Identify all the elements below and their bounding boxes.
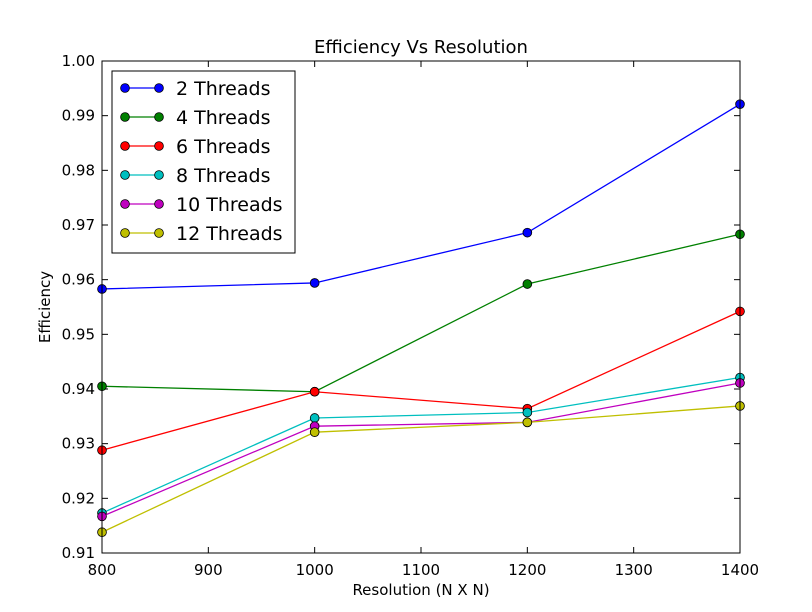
- x-axis-title: Resolution (N X N): [352, 581, 489, 599]
- x-tick-label: 800: [88, 561, 117, 579]
- series-1: [97, 99, 745, 294]
- legend-box: [111, 70, 296, 254]
- x-tick-label: 1300: [615, 561, 653, 579]
- data-point: [309, 278, 320, 288]
- series-line: [101, 376, 741, 514]
- data-point: [522, 407, 533, 418]
- data-point: [309, 427, 320, 437]
- y-tick-label: 0.91: [62, 544, 95, 562]
- data-point: [522, 227, 533, 238]
- legend-marker: [120, 199, 130, 209]
- legend-label: 12 Threads: [176, 223, 283, 245]
- y-tick-label: 0.97: [62, 216, 95, 234]
- legend-label: 4 Threads: [176, 107, 270, 129]
- data-point: [522, 417, 533, 428]
- y-tick-label: 0.98: [62, 161, 95, 179]
- x-tick-label: 900: [194, 561, 223, 579]
- legend-label: 10 Threads: [176, 194, 283, 216]
- series-layer: [97, 99, 745, 538]
- legend-marker: [154, 83, 164, 93]
- y-tick-label: 0.96: [62, 271, 95, 289]
- y-tick-label: 0.93: [62, 435, 95, 453]
- legend-marker: [154, 141, 164, 151]
- series-line: [101, 405, 741, 533]
- legend-marker: [154, 170, 164, 180]
- legend-label: 2 Threads: [176, 78, 270, 100]
- ticks-layer: 800 900 1000 1100 1200 1300 1400 0.91 0.92 0.93 0.…: [62, 52, 760, 579]
- chart-title: Efficiency Vs Resolution: [314, 37, 528, 58]
- data-point: [309, 386, 320, 397]
- legend-marker: [154, 228, 164, 238]
- data-point: [309, 413, 320, 423]
- y-tick-label: 0.92: [62, 489, 95, 507]
- x-tick-label: 1000: [296, 561, 334, 579]
- y-tick-label: 1.00: [62, 52, 95, 70]
- x-tick-label: 1100: [402, 561, 440, 579]
- y-tick-label: 0.95: [62, 325, 95, 343]
- legend-marker: [120, 170, 130, 180]
- x-tick-label: 1200: [508, 561, 546, 579]
- legend-marker: [120, 83, 130, 93]
- legend: 2 Threads 4 Threads 6 Threads 8 Threads 10 T…: [111, 70, 296, 254]
- series-line: [101, 233, 741, 393]
- series-line: [101, 382, 741, 517]
- x-tick-label: 1400: [721, 561, 759, 579]
- legend-marker: [120, 141, 130, 151]
- series-line: [101, 103, 741, 290]
- legend-label: 8 Threads: [176, 165, 270, 187]
- y-axis-title: Efficiency: [36, 271, 54, 343]
- legend-marker: [120, 228, 130, 238]
- legend-label: 6 Threads: [176, 136, 270, 158]
- plot-frame: [101, 60, 741, 554]
- data-point: [522, 279, 533, 289]
- legend-marker: [154, 199, 164, 209]
- series-line: [101, 310, 741, 451]
- y-tick-label: 0.94: [62, 380, 95, 398]
- legend-marker: [154, 112, 164, 122]
- y-tick-label: 0.99: [62, 107, 95, 125]
- legend-marker: [120, 112, 130, 122]
